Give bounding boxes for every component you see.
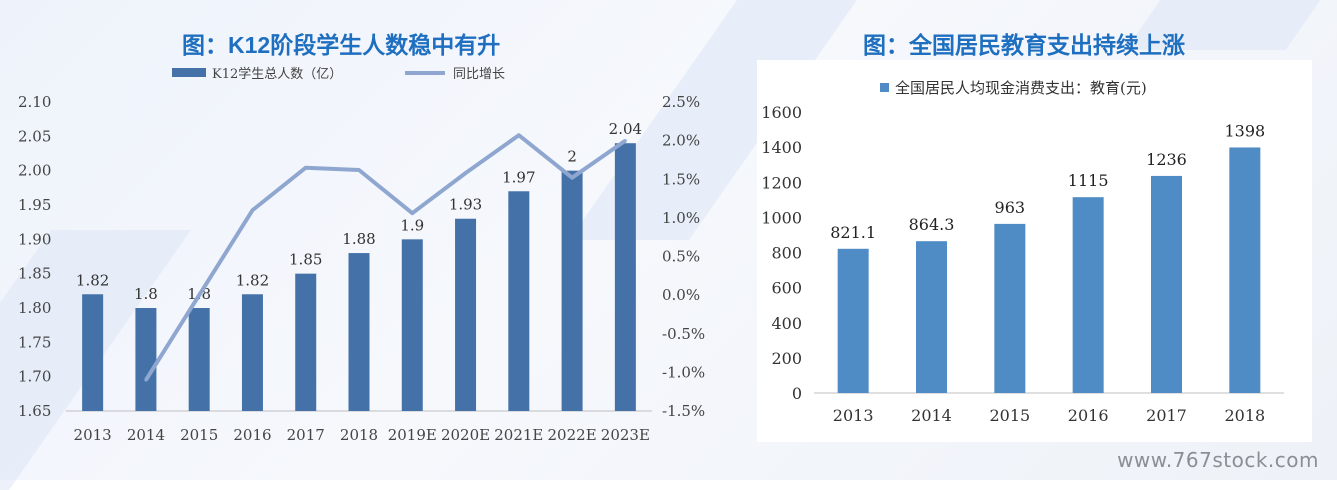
bar-value-label: 821.1 (830, 223, 876, 242)
x-tick-label: 2017 (1146, 406, 1187, 425)
growth-point (464, 171, 468, 175)
left-y-tick-label: 1.85 (18, 265, 51, 283)
bar-value-label: 1.97 (502, 168, 535, 186)
right-y-tick-label: 1.0% (662, 209, 700, 227)
x-tick-label: 2016 (1068, 406, 1109, 425)
y-tick-label: 0 (792, 384, 802, 403)
bar-value-label: 2.04 (609, 120, 642, 138)
x-tick-label: 2021E (494, 426, 543, 444)
y-tick-label: 600 (771, 279, 802, 298)
x-tick-label: 2014 (911, 406, 952, 425)
left-y-tick-label: 2.00 (18, 162, 51, 180)
legend-bar-swatch (880, 83, 889, 92)
right-y-tick-label: 2.5% (662, 93, 700, 111)
right-y-tick-label: 0.5% (662, 248, 700, 266)
growth-point (570, 176, 574, 180)
bar (837, 248, 869, 393)
bar-value-label: 1398 (1224, 121, 1265, 140)
y-tick-label: 1400 (761, 138, 802, 157)
left-y-tick-label: 1.65 (18, 402, 51, 420)
x-tick-label: 2017 (287, 426, 325, 444)
x-tick-label: 2019E (388, 426, 437, 444)
bar (188, 308, 210, 411)
growth-point (357, 168, 361, 172)
x-tick-label: 2015 (180, 426, 218, 444)
bar (614, 143, 636, 411)
bar-value-label: 1236 (1146, 150, 1187, 169)
x-tick-label: 2015 (989, 406, 1030, 425)
left-combo-chart: K12学生总人数（亿） 同比增长 1.65 1.70 1.75 1.80 1.85 1.90 1… (18, 66, 705, 444)
legend-line-label: 同比增长 (453, 67, 505, 82)
bar (508, 191, 530, 411)
bar-value-label: 1.8 (134, 285, 158, 303)
left-chart-title: 图：K12阶段学生人数稳中有升 (182, 32, 501, 58)
bar-value-label: 1115 (1068, 171, 1109, 190)
right-y-tick-label: -1.5% (662, 402, 705, 420)
bar-value-label: 1.88 (342, 230, 375, 248)
bar-value-label: 963 (995, 198, 1026, 217)
left-y-tick-label: 2.10 (18, 93, 51, 111)
left-y-tick-label: 2.05 (18, 127, 51, 145)
growth-point (410, 211, 414, 215)
legend-bar-label: K12学生总人数（亿） (212, 66, 342, 82)
x-tick-label: 2018 (1224, 406, 1265, 425)
growth-point (197, 293, 201, 297)
right-bar-chart: 全国居民人均现金消费支出：教育(元) 0 200 400 600 800 1000 1200 1… (761, 79, 1284, 425)
right-y-tick-label: -1.0% (662, 363, 705, 381)
x-tick-label: 2016 (233, 426, 271, 444)
left-y-tick-label: 1.80 (18, 299, 51, 317)
bar (916, 241, 947, 393)
right-y-tick-label: 0.0% (662, 286, 700, 304)
bar (1072, 197, 1104, 393)
growth-point (623, 139, 627, 143)
bar-value-label: 2 (567, 148, 577, 166)
left-y-tick-label: 1.70 (18, 368, 51, 386)
bar-value-label: 1.82 (76, 271, 109, 289)
growth-line (144, 133, 627, 382)
legend-bar-swatch (172, 68, 206, 77)
bar (135, 308, 157, 411)
bar (348, 253, 370, 411)
x-tick-label: 2023E (601, 426, 650, 444)
growth-point (250, 208, 254, 212)
right-y-tick-label: 1.5% (662, 170, 700, 188)
x-tick-label: 2013 (74, 426, 112, 444)
left-y-tick-label: 1.90 (18, 230, 51, 248)
right-y-tick-label: 2.0% (662, 132, 700, 150)
y-tick-label: 1000 (761, 208, 802, 227)
bar-value-label: 1.82 (236, 271, 269, 289)
left-y-tick-label: 1.75 (18, 333, 51, 351)
y-tick-label: 200 (771, 349, 802, 368)
watermark: www.767stock.com (1117, 448, 1319, 472)
bar-value-label: 1.9 (400, 216, 424, 234)
y-tick-label: 800 (771, 244, 802, 263)
y-tick-label: 1600 (761, 103, 802, 122)
bar (1229, 147, 1261, 393)
y-tick-label: 1200 (761, 173, 802, 192)
growth-point (517, 133, 521, 137)
legend-bar-label: 全国居民人均现金消费支出：教育(元) (895, 79, 1147, 97)
bar (1151, 175, 1182, 393)
left-y-tick-label: 1.95 (18, 196, 51, 214)
x-tick-label: 2014 (127, 426, 165, 444)
x-tick-label: 2018 (340, 426, 378, 444)
right-chart-title: 图：全国居民教育支出持续上涨 (863, 32, 1185, 58)
bar (994, 223, 1026, 393)
bar-value-label: 1.93 (449, 196, 482, 214)
bar (241, 294, 263, 411)
bar (401, 239, 423, 411)
bar (82, 294, 104, 411)
right-y-tick-label: -0.5% (662, 325, 705, 343)
bar-value-label: 864.3 (909, 215, 955, 234)
bar (561, 170, 583, 411)
bar-value-label: 1.85 (289, 251, 322, 269)
growth-point (144, 378, 148, 382)
x-tick-label: 2020E (441, 426, 490, 444)
x-tick-label: 2013 (833, 406, 874, 425)
bar (295, 273, 317, 411)
bar (455, 218, 477, 411)
x-tick-label: 2022E (548, 426, 597, 444)
growth-point (304, 166, 308, 170)
y-tick-label: 400 (771, 314, 802, 333)
